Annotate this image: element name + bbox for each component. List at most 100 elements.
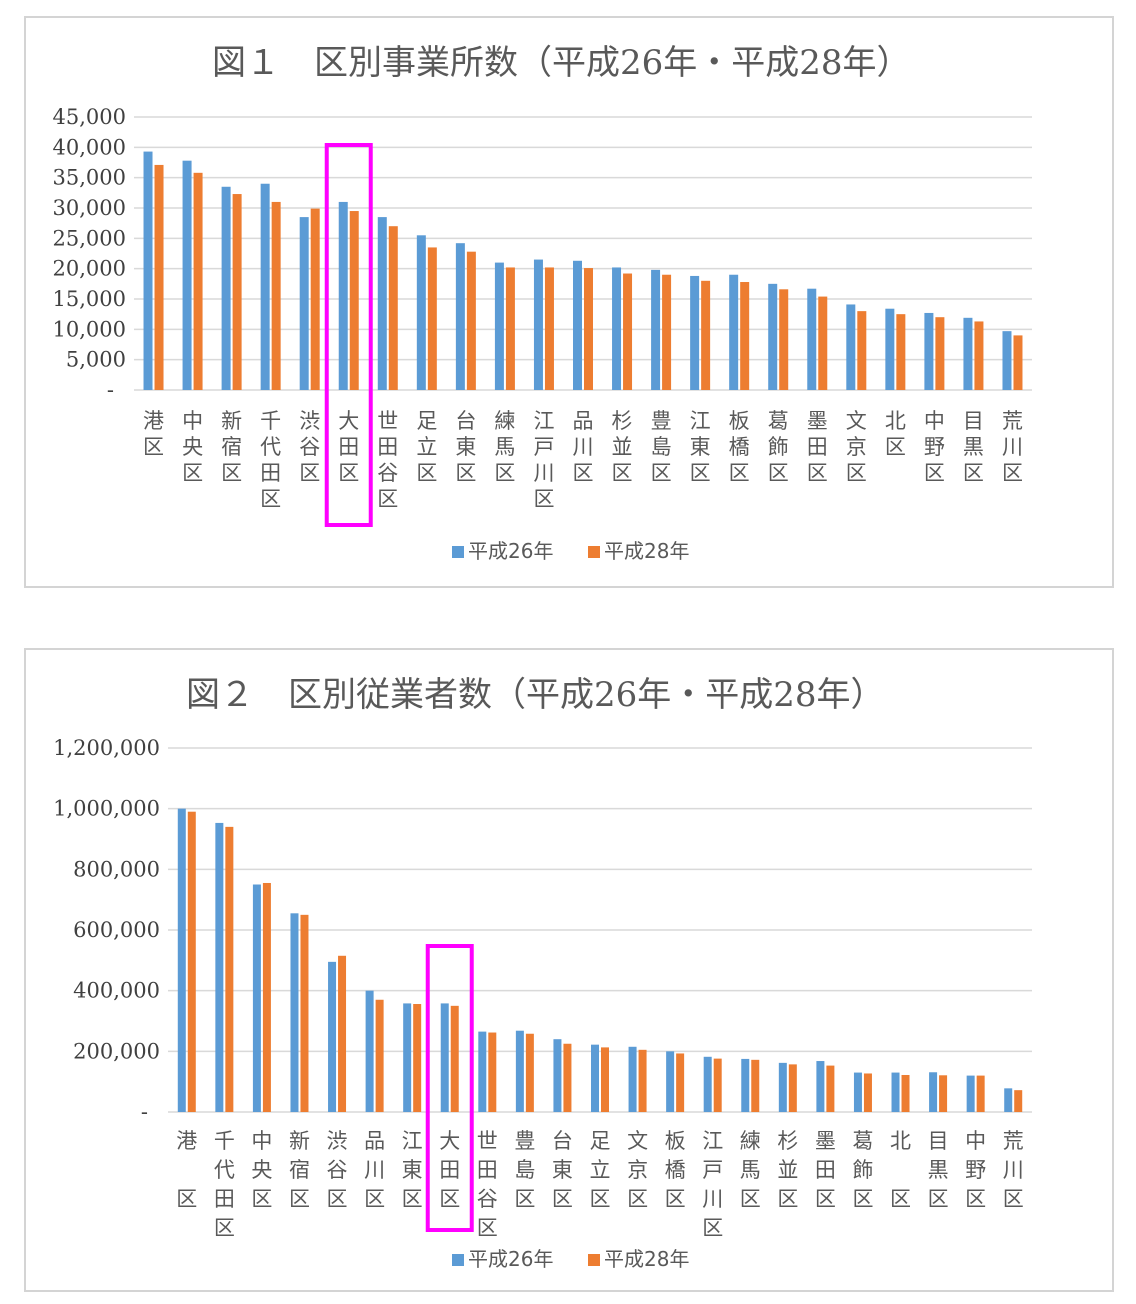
bar-h28: [187, 811, 196, 1112]
bar-h26: [215, 822, 224, 1112]
bar-h26: [929, 1072, 938, 1112]
bar-h26: [290, 913, 299, 1112]
bar-h28: [974, 321, 984, 390]
category-label: 目黒区: [963, 409, 984, 485]
legend-label: 平成26年: [468, 539, 553, 563]
bar-h28: [601, 1047, 609, 1112]
highlight-box: [425, 944, 474, 1232]
y-tick-label: 200,000: [73, 1039, 160, 1063]
category-label: 港区: [176, 1129, 197, 1211]
bar-h26: [612, 267, 622, 390]
bar-h28: [262, 882, 271, 1112]
category-label: 渋谷区: [327, 1129, 348, 1211]
bar-h28: [662, 274, 672, 390]
bar-h28: [896, 314, 906, 390]
bar-h28: [225, 826, 234, 1112]
legend-label: 平成26年: [468, 1247, 553, 1271]
bar-h28: [1013, 335, 1023, 390]
bar-h26: [515, 1030, 524, 1112]
bar-h26: [328, 961, 337, 1112]
chart-1-svg: 図１ 区別事業所数（平成26年・平成28年） 45,000 40,000 35,000…: [53, 43, 1032, 563]
bar-h28: [388, 226, 398, 390]
bar-h26: [778, 1062, 787, 1112]
category-label: 荒川区: [1002, 409, 1023, 485]
bar-h26: [1002, 331, 1012, 390]
bar-h28: [788, 1064, 797, 1112]
category-label: 世田谷区: [477, 1129, 498, 1240]
category-label: 新宿区: [221, 409, 242, 485]
bar-h28: [525, 1033, 534, 1112]
bar-h28: [488, 1032, 497, 1112]
y-tick-label: 25,000: [53, 226, 126, 250]
bar-h28: [1014, 1090, 1023, 1112]
category-label: 大田区: [439, 1129, 460, 1211]
category-label: 品川区: [364, 1129, 385, 1211]
bar-h28: [701, 280, 711, 390]
bar-h26: [591, 1044, 599, 1112]
bar-h28: [818, 296, 828, 390]
category-label: 墨田区: [807, 409, 828, 485]
category-label: 台東区: [552, 1129, 573, 1211]
bar-h26: [666, 1051, 675, 1112]
bar-h26: [703, 1056, 712, 1112]
bar-h28: [349, 211, 359, 390]
chart-title: 図１ 区別事業所数（平成26年・平成28年）: [212, 43, 911, 83]
bar-h28: [976, 1075, 985, 1112]
bar-h28: [713, 1058, 722, 1112]
chart-panel-1: 図１ 区別事業所数（平成26年・平成28年） 45,000 40,000 35,000…: [24, 16, 1114, 588]
category-label: 中央区: [182, 409, 203, 485]
bar-h28: [935, 317, 945, 390]
legend-swatch: [588, 1254, 600, 1266]
y-tick-label: 1,200,000: [53, 736, 160, 760]
bar-h28: [863, 1073, 872, 1112]
chart-2-svg: 図２ 区別従業者数（平成26年・平成28年） 1,200,000 1,000,000…: [53, 675, 1032, 1271]
bar-h28: [857, 311, 867, 390]
bar-h28: [450, 1005, 459, 1112]
bar-h26: [252, 884, 261, 1112]
category-label: 千代田区: [260, 409, 281, 511]
bar-h28: [427, 247, 437, 390]
bar-h28: [623, 273, 633, 390]
bar-h28: [375, 999, 384, 1112]
category-label: 中野区: [965, 1129, 986, 1211]
legend-label: 平成28年: [604, 539, 689, 563]
legend-swatch: [452, 546, 464, 558]
y-tick-label: -: [107, 378, 114, 402]
category-label: 台東区: [455, 409, 476, 485]
category-label: 渋谷区: [299, 409, 320, 485]
bar-h28: [413, 1004, 422, 1112]
category-label: 足立区: [416, 409, 437, 485]
bar-h26: [816, 1061, 825, 1112]
bar-h26: [533, 259, 543, 390]
bar-h28: [939, 1075, 948, 1112]
bar-h26: [741, 1058, 750, 1112]
bar-h28: [901, 1074, 910, 1112]
y-tick-label: 600,000: [73, 918, 160, 942]
bar-h26: [1004, 1088, 1013, 1112]
legend-swatch: [588, 546, 600, 558]
bar-h28: [584, 268, 593, 390]
category-label: 葛飾区: [768, 409, 789, 485]
category-label: 板橋区: [729, 409, 750, 485]
bar-h28: [826, 1065, 835, 1112]
category-label: 新宿区: [289, 1129, 310, 1211]
category-label: 杉並区: [612, 409, 633, 485]
y-tick-label: 35,000: [53, 166, 126, 190]
y-tick-label: 45,000: [53, 105, 126, 129]
bar-h28: [751, 1059, 760, 1112]
bar-h28: [544, 267, 554, 390]
category-label: 千代田区: [214, 1129, 235, 1240]
bar-h26: [768, 283, 778, 390]
bar-h26: [846, 304, 856, 390]
bar-h26: [966, 1075, 975, 1112]
y-tick-label: -: [141, 1100, 148, 1124]
bar-h26: [651, 269, 661, 390]
bar-h26: [807, 288, 817, 390]
bar-h28: [466, 251, 476, 390]
bar-h26: [573, 260, 582, 390]
category-label: 文京区: [627, 1129, 648, 1211]
category-label: 世田谷区: [377, 409, 398, 511]
bar-h28: [232, 194, 242, 390]
bar-h26: [455, 243, 465, 390]
y-tick-label: 30,000: [53, 196, 126, 220]
